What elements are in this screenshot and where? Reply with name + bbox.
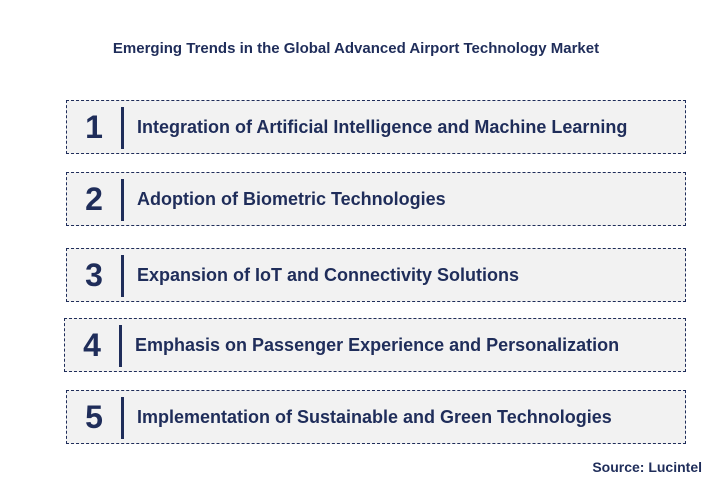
source: Source: Lucintel bbox=[592, 459, 702, 475]
trend-label: Integration of Artificial Intelligence a… bbox=[137, 116, 628, 137]
divider bbox=[119, 325, 122, 367]
divider bbox=[121, 107, 124, 149]
trend-number: 3 bbox=[85, 256, 103, 293]
trend-number: 4 bbox=[83, 326, 101, 363]
trend-number: 1 bbox=[85, 108, 103, 145]
trend-row: 4 Emphasis on Passenger Experience and Pe… bbox=[64, 318, 686, 372]
trend-row: 5 Implementation of Sustainable and Green… bbox=[66, 390, 686, 444]
divider bbox=[121, 255, 124, 297]
divider bbox=[121, 397, 124, 439]
trend-label: Adoption of Biometric Technologies bbox=[137, 188, 446, 209]
title: Emerging Trends in the Global Advanced A… bbox=[112, 40, 600, 57]
trend-row: 1 Integration of Artificial Intelligence … bbox=[66, 100, 686, 154]
trend-number: 5 bbox=[85, 398, 103, 435]
divider bbox=[121, 179, 124, 221]
trend-label: Emphasis on Passenger Experience and Per… bbox=[135, 334, 620, 355]
trend-label: Expansion of IoT and Connectivity Soluti… bbox=[137, 264, 520, 285]
trend-label: Implementation of Sustainable and Green … bbox=[137, 406, 612, 427]
trend-row: 2 Adoption of Biometric Technologies bbox=[66, 172, 686, 226]
trend-number: 2 bbox=[85, 180, 103, 217]
trend-row: 3 Expansion of IoT and Connectivity Solut… bbox=[66, 248, 686, 302]
